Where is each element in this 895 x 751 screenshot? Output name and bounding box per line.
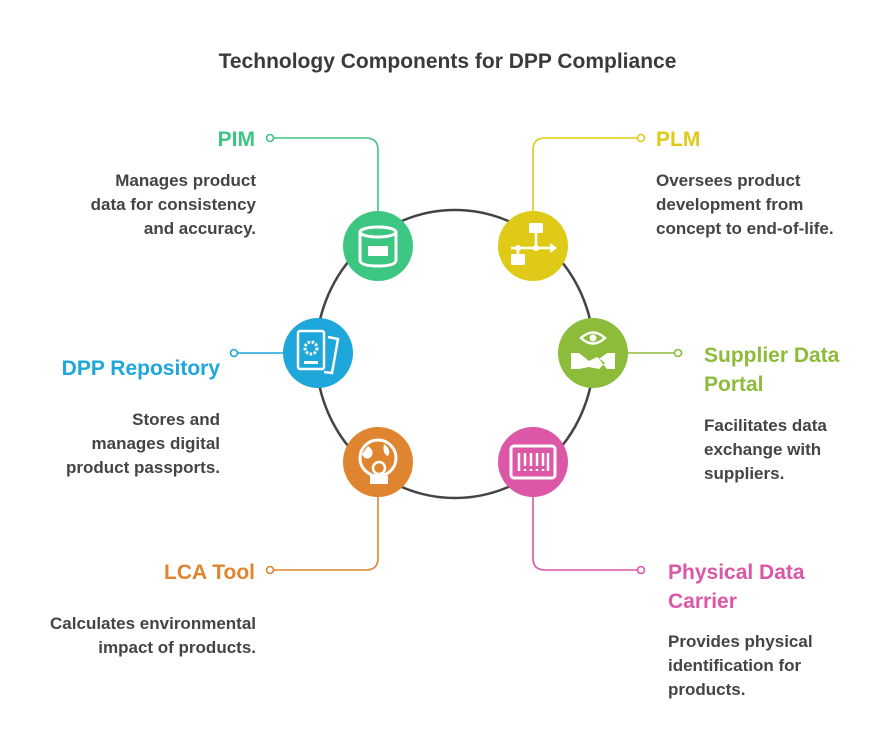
diagram-title: Technology Components for DPP Compliance: [218, 50, 677, 73]
flowchart-icon: [498, 211, 568, 281]
connector-dot-pim: [265, 133, 275, 143]
barcode-icon: [498, 427, 568, 497]
dpp-repository-description: Stores and manages digital product passp…: [66, 410, 220, 477]
connector-dot-physical: [636, 565, 646, 575]
connector-plm: [532, 137, 641, 212]
connector-dot-lca: [265, 565, 275, 575]
database-icon: [343, 211, 413, 281]
plm-heading: PLM: [656, 128, 701, 151]
pim-heading: PIM: [217, 128, 255, 151]
physical-data-carrier-description: Provides physical identification for pro…: [668, 632, 813, 699]
handshake-eye-icon: [558, 318, 628, 388]
physical-data-carrier-heading: Physical Data Carrier: [668, 561, 805, 613]
connector-lca: [270, 496, 379, 571]
document-gear-icon: [283, 318, 353, 388]
connector-dot-supplier: [673, 348, 683, 358]
globe-person-icon: [343, 427, 413, 497]
connector-pim: [270, 137, 379, 212]
connector-dot-plm: [636, 133, 646, 143]
connector-physical: [532, 496, 641, 571]
supplier-data-portal-heading: Supplier Data Portal: [704, 344, 840, 396]
supplier-data-portal-description: Facilitates data exchange with suppliers…: [704, 416, 827, 483]
lca-tool-heading: LCA Tool: [164, 561, 255, 584]
plm-description: Oversees product development from concep…: [656, 171, 834, 238]
lca-tool-description: Calculates environmental impact of produ…: [50, 614, 256, 657]
connector-dot-dpp: [229, 348, 239, 358]
dpp-repository-heading: DPP Repository: [61, 357, 220, 380]
pim-description: Manages product data for consistency and…: [90, 171, 256, 238]
